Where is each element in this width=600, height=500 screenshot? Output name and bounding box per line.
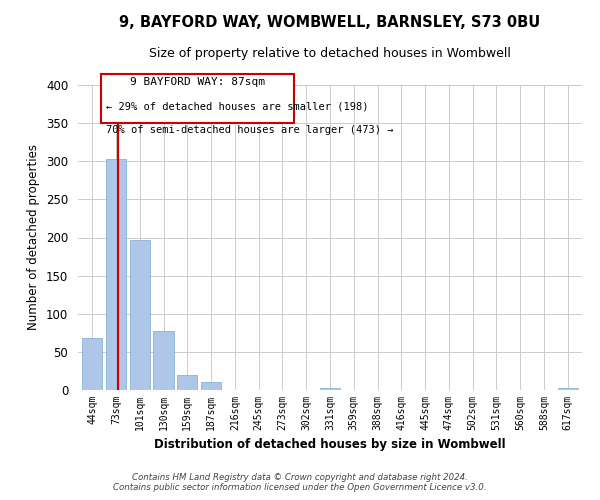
Text: 70% of semi-detached houses are larger (473) →: 70% of semi-detached houses are larger (… [106, 126, 393, 136]
Y-axis label: Number of detached properties: Number of detached properties [28, 144, 40, 330]
X-axis label: Distribution of detached houses by size in Wombwell: Distribution of detached houses by size … [154, 438, 506, 452]
Text: 9 BAYFORD WAY: 87sqm: 9 BAYFORD WAY: 87sqm [130, 76, 265, 86]
Bar [201, 382, 221, 390]
Bar [82, 338, 103, 390]
Bar [154, 332, 173, 390]
Bar [320, 388, 340, 390]
Text: 9, BAYFORD WAY, WOMBWELL, BARNSLEY, S73 0BU: 9, BAYFORD WAY, WOMBWELL, BARNSLEY, S73 … [119, 15, 541, 30]
Text: ← 29% of detached houses are smaller (198): ← 29% of detached houses are smaller (19… [106, 101, 368, 111]
Text: Contains HM Land Registry data © Crown copyright and database right 2024.
Contai: Contains HM Land Registry data © Crown c… [113, 473, 487, 492]
Bar [130, 240, 150, 390]
Bar [177, 375, 197, 390]
FancyBboxPatch shape [101, 74, 295, 123]
Bar [106, 159, 126, 390]
Bar [557, 388, 578, 390]
Text: Size of property relative to detached houses in Wombwell: Size of property relative to detached ho… [149, 48, 511, 60]
